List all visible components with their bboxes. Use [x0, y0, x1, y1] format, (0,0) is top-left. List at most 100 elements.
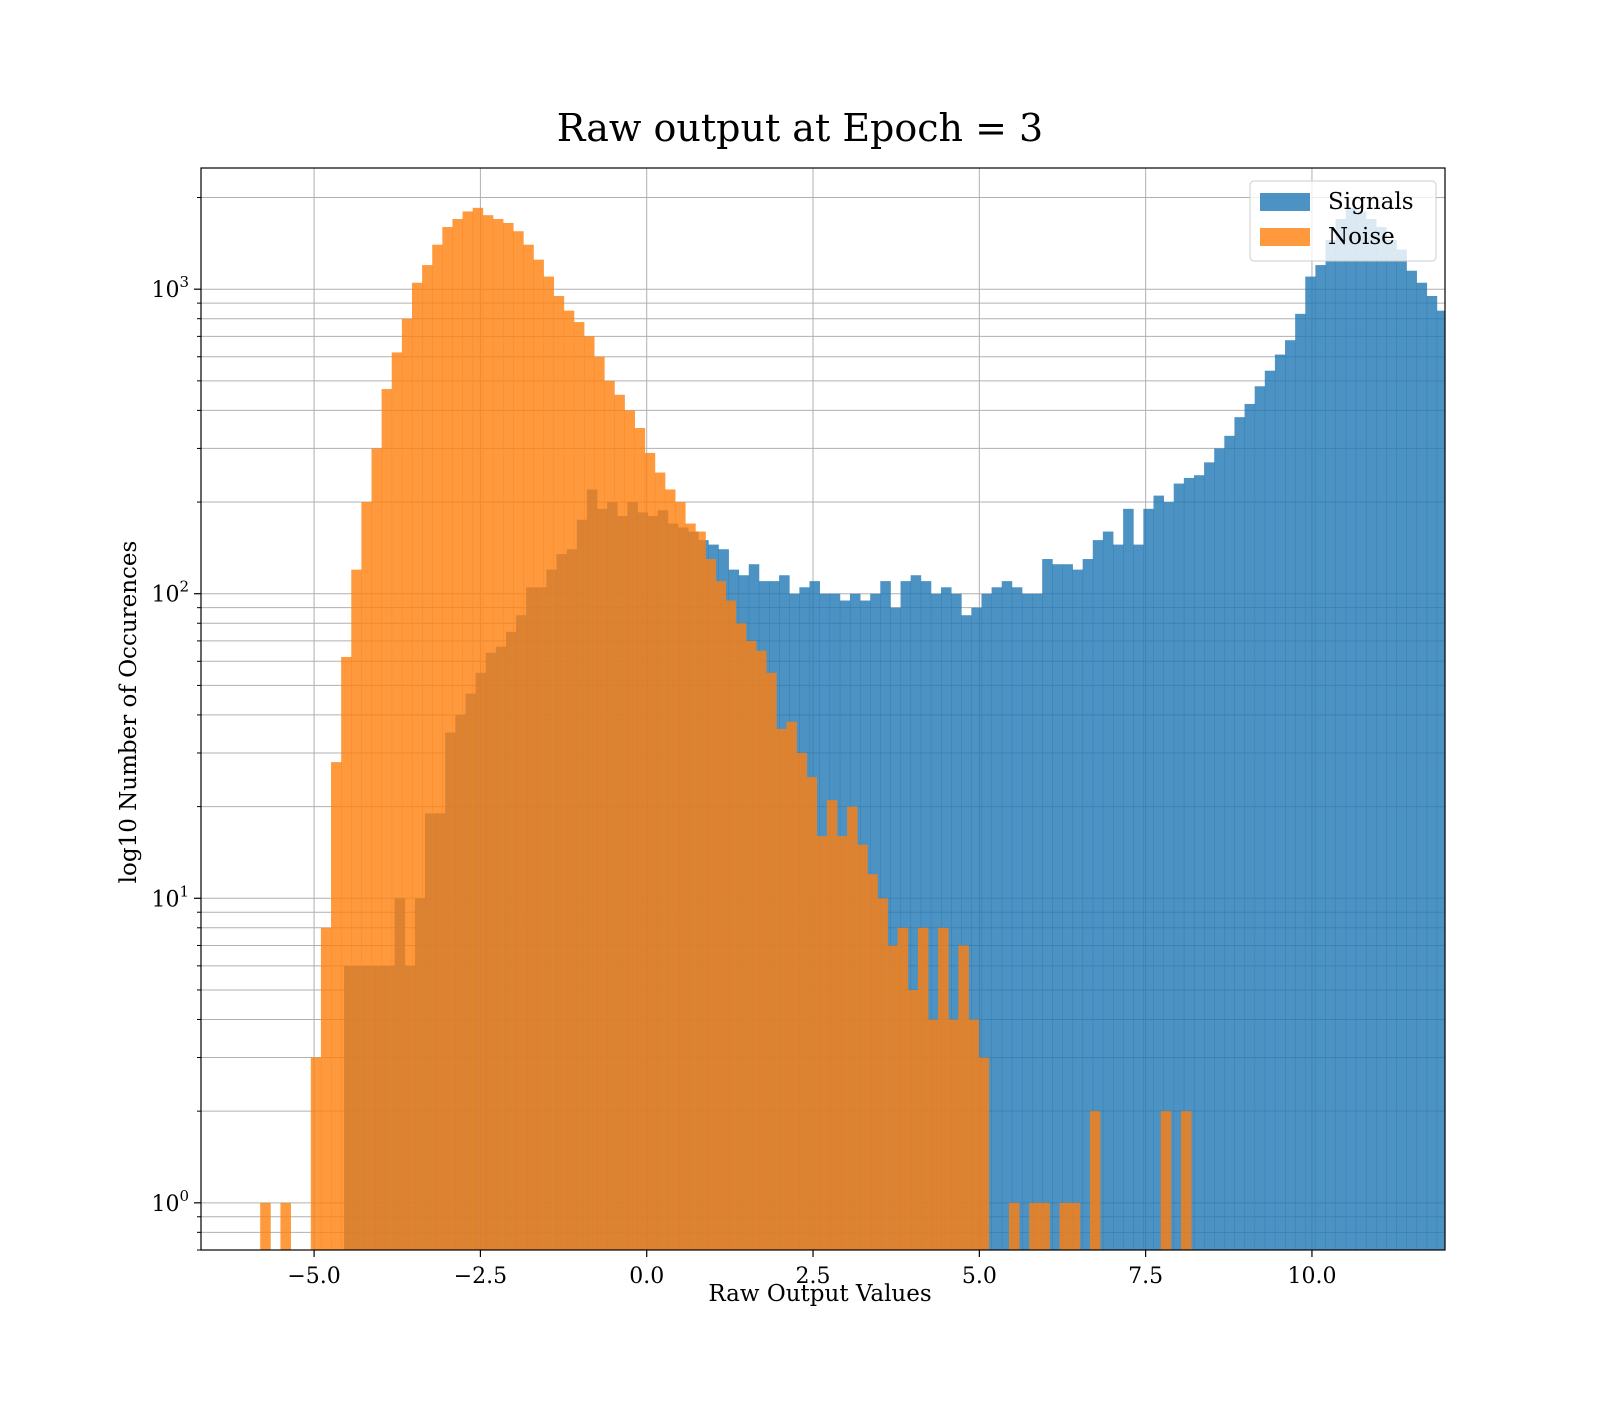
noise-bar	[928, 1019, 939, 1250]
signals-bar	[1183, 477, 1195, 1250]
noise-bar	[513, 231, 524, 1250]
noise-bar	[361, 502, 372, 1250]
noise-bar	[331, 762, 342, 1250]
noise-bar	[604, 380, 615, 1250]
signals-bar	[1467, 448, 1478, 1250]
signals-bar	[910, 575, 922, 1250]
noise-bar	[310, 1057, 322, 1250]
signals-bar	[1508, 1203, 1519, 1250]
signals-bar	[941, 587, 952, 1250]
noise-bar	[695, 531, 706, 1250]
signals-bar	[900, 581, 912, 1250]
signals-bar	[1447, 357, 1458, 1250]
signals-bar	[981, 593, 992, 1250]
noise-bar	[776, 728, 787, 1250]
noise-bar	[594, 356, 605, 1250]
signals-bar	[1305, 276, 1316, 1250]
noise-bar	[887, 945, 899, 1250]
signals-bar	[1477, 570, 1488, 1250]
noise-bar	[685, 523, 696, 1250]
signals-bar	[1042, 559, 1053, 1250]
noise-bar	[1160, 1111, 1172, 1250]
noise-bar	[897, 927, 909, 1250]
noise-bar	[857, 844, 868, 1250]
noise-bar	[836, 836, 848, 1250]
x-tick-label: 10.0	[1287, 1264, 1336, 1289]
y-tick-label: 103	[151, 273, 189, 303]
noise-bar	[745, 640, 757, 1250]
signals-bar	[1386, 240, 1397, 1250]
x-tick-label: −2.5	[454, 1264, 507, 1289]
signals-bar	[1254, 386, 1266, 1250]
signals-bar	[1224, 435, 1235, 1250]
noise-bar	[1180, 1111, 1192, 1250]
noise-bar	[351, 569, 362, 1250]
signals-bar	[1082, 559, 1094, 1250]
signals-bar	[1234, 417, 1245, 1250]
signals-bar	[1416, 282, 1428, 1250]
noise-bar	[796, 752, 807, 1250]
y-axis-label: log10 Number of Occurences	[116, 541, 142, 884]
legend-label-noise: Noise	[1328, 224, 1395, 250]
signals-bar	[1355, 211, 1367, 1250]
noise-bar	[826, 800, 838, 1250]
y-tick-label: 100	[151, 1187, 189, 1217]
noise-bar	[1039, 1202, 1050, 1250]
noise-bar	[452, 219, 463, 1250]
y-tick-label: 101	[151, 882, 189, 912]
noise-bar	[391, 352, 403, 1250]
noise-bar	[958, 945, 969, 1250]
noise-bar	[786, 721, 797, 1250]
signals-bar	[1204, 462, 1215, 1250]
noise-bar	[624, 410, 635, 1250]
signals-bar	[1376, 227, 1387, 1250]
signals-bar	[1021, 593, 1033, 1250]
noise-bar	[341, 656, 352, 1250]
chart-title: Raw output at Epoch = 3	[557, 106, 1043, 150]
signals-bar	[1133, 544, 1144, 1250]
noise-bar	[806, 777, 818, 1250]
signals-bar	[1113, 544, 1124, 1250]
signals-bar	[1365, 219, 1377, 1250]
noise-bar	[553, 295, 565, 1250]
series-noise	[260, 207, 1192, 1250]
noise-bar	[675, 502, 686, 1250]
plot-frame	[200, 167, 1446, 1251]
noise-bar	[766, 672, 777, 1250]
signals-bar	[1072, 569, 1084, 1250]
noise-bar	[968, 1019, 980, 1250]
axes: −5.0 −2.5 0.0 2.5 5.0 7.5 10.0 100 101 102 103	[151, 167, 1446, 1289]
signals-bar	[1335, 219, 1347, 1250]
signals-bar	[971, 607, 982, 1250]
signals-bar	[1396, 249, 1407, 1250]
noise-bar	[644, 452, 656, 1250]
noise-bar	[280, 1202, 291, 1250]
noise-bar	[715, 581, 727, 1250]
signals-bar	[1214, 448, 1225, 1250]
noise-bar	[371, 448, 383, 1250]
legend-label-signals: Signals	[1328, 189, 1414, 215]
x-axis-label: Raw Output Values	[708, 1281, 931, 1307]
noise-bar	[847, 806, 858, 1250]
signals-bar	[961, 615, 972, 1250]
signals-bar	[1032, 593, 1043, 1250]
signals-bar	[1315, 265, 1326, 1250]
noise-bar	[442, 227, 453, 1250]
signals-bar	[1426, 295, 1438, 1250]
noise-bar	[503, 222, 514, 1250]
signals-bar	[1457, 410, 1468, 1250]
signals-bar	[1173, 483, 1185, 1250]
signals-bar	[1102, 531, 1114, 1250]
signals-bar	[1285, 340, 1296, 1250]
legend: Signals Noise	[1249, 180, 1437, 262]
signals-bar	[1193, 475, 1205, 1250]
y-tick-label: 102	[151, 578, 189, 608]
noise-bar	[735, 623, 747, 1250]
signals-bar	[1264, 370, 1276, 1250]
noise-bar	[978, 1057, 990, 1250]
noise-bar	[411, 282, 423, 1250]
x-tick-label: 0.0	[629, 1264, 664, 1289]
histogram-bars	[260, 207, 1519, 1250]
